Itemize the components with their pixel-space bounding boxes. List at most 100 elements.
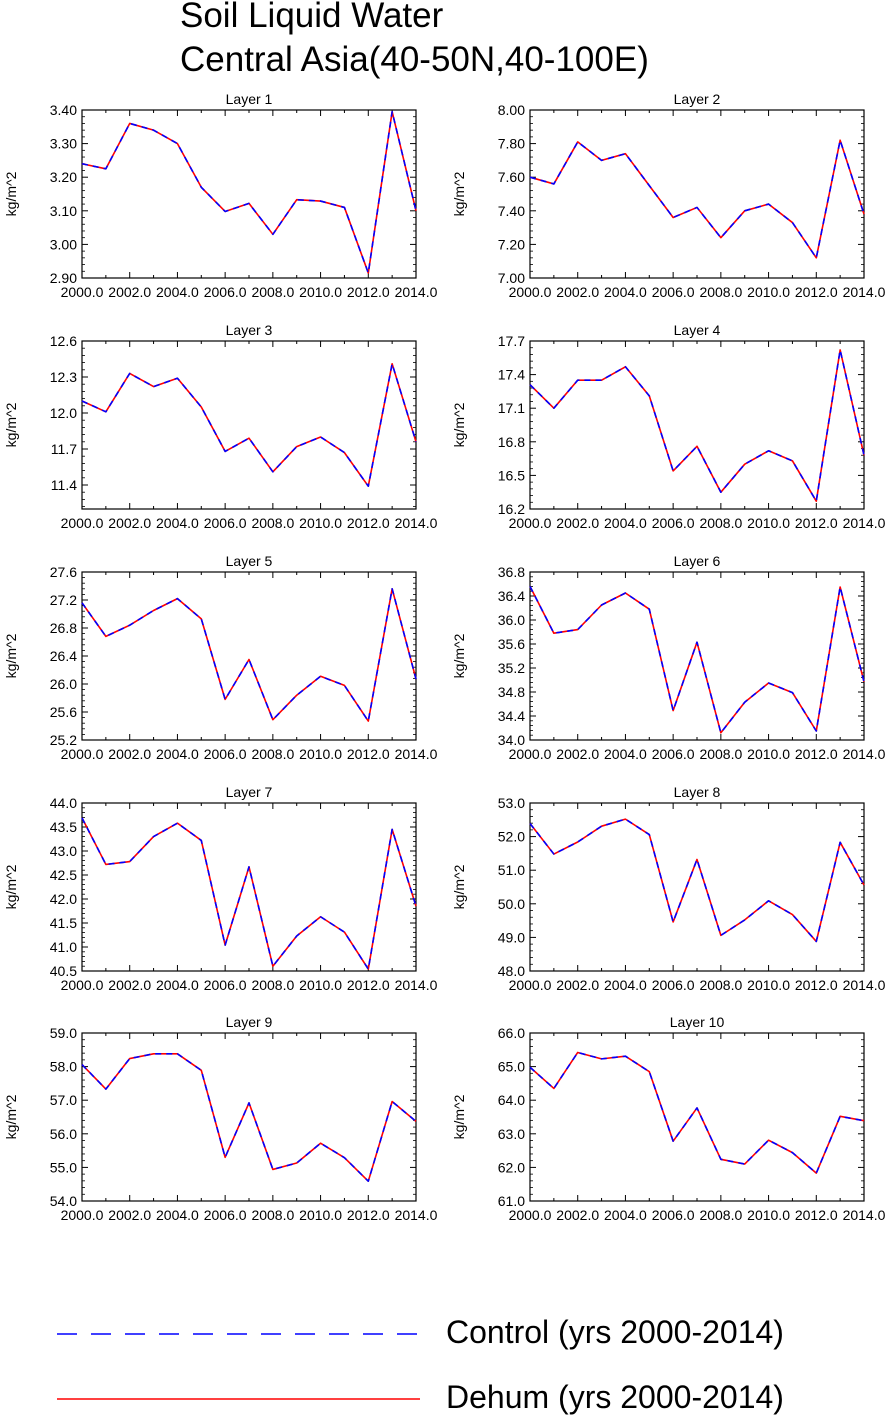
layer1-xtick-label: 2012.0 xyxy=(347,284,390,300)
layer4-ytick-label: 16.5 xyxy=(498,467,525,483)
layer8-ytick-label: 48.0 xyxy=(498,963,525,979)
layer9-dehum-line xyxy=(81,1053,417,1182)
layer5-xtick-label: 2008.0 xyxy=(251,746,294,762)
layer3-control-line xyxy=(81,362,417,488)
layer2-xtick-label: 2010.0 xyxy=(747,284,790,300)
layer1-xtick-label: 2008.0 xyxy=(251,284,294,300)
layer10-xtick-label: 2014.0 xyxy=(843,1207,886,1223)
layer3-xtick-label: 2002.0 xyxy=(108,515,151,531)
layer8-xtick-label: 2004.0 xyxy=(604,977,647,993)
layer1-ytick-label: 3.40 xyxy=(50,102,77,118)
layer6-xtick-label: 2008.0 xyxy=(699,746,742,762)
layer3-xtick-label: 2004.0 xyxy=(156,515,199,531)
layer1-panel: Layer 1 kg/m^2 2.90 3.00 3.10 3.20 3.30 3.40 200… xyxy=(3,91,438,300)
layer1-title: Layer 1 xyxy=(226,91,273,107)
layer6-ytick-label: 35.2 xyxy=(498,660,525,676)
layer4-frame xyxy=(529,340,865,510)
layer7-ytick-label: 41.5 xyxy=(50,915,77,931)
layer8-ylabel: kg/m^2 xyxy=(451,864,467,909)
layer10-xtick-label: 2012.0 xyxy=(795,1207,838,1223)
layer6-ytick-label: 35.6 xyxy=(498,636,525,652)
layer1-ytick-label: 3.30 xyxy=(50,136,77,152)
layer6-xtick-label: 2012.0 xyxy=(795,746,838,762)
layer1-frame xyxy=(81,109,417,279)
layer7-xtick-label: 2002.0 xyxy=(108,977,151,993)
layer2-panel: Layer 2 kg/m^2 7.00 7.20 7.40 7.60 7.80 8.00 200… xyxy=(451,91,886,300)
layer4-xtick-label: 2000.0 xyxy=(509,515,552,531)
layer10-dehum-line xyxy=(529,1051,865,1174)
layer1-ytick-label: 3.10 xyxy=(50,203,77,219)
layer7-xtick-label: 2004.0 xyxy=(156,977,199,993)
layer9-xtick-label: 2008.0 xyxy=(251,1207,294,1223)
layer5-title: Layer 5 xyxy=(226,553,273,569)
layer5-frame xyxy=(81,571,417,741)
layer6-xtick-label: 2010.0 xyxy=(747,746,790,762)
layer8-ytick-label: 52.0 xyxy=(498,829,525,845)
layer9-xtick-label: 2010.0 xyxy=(299,1207,342,1223)
layer7-title: Layer 7 xyxy=(226,784,273,800)
layer1-ytick-label: 3.20 xyxy=(50,169,77,185)
layer2-xtick-label: 2006.0 xyxy=(652,284,695,300)
layer2-ytick-label: 7.60 xyxy=(498,169,525,185)
layer8-control-line xyxy=(529,818,865,943)
layer4-xtick-label: 2002.0 xyxy=(556,515,599,531)
layer2-xtick-label: 2012.0 xyxy=(795,284,838,300)
layer8-title: Layer 8 xyxy=(674,784,721,800)
layer7-ytick-label: 40.5 xyxy=(50,963,77,979)
layer5-xtick-label: 2002.0 xyxy=(108,746,151,762)
layer10-control-line xyxy=(529,1051,865,1174)
layer10-xtick-label: 2008.0 xyxy=(699,1207,742,1223)
layer2-xtick-label: 2004.0 xyxy=(604,284,647,300)
layer6-ytick-label: 34.0 xyxy=(498,732,525,748)
layer10-ytick-label: 64.0 xyxy=(498,1092,525,1108)
layer4-xtick-label: 2014.0 xyxy=(843,515,886,531)
layer3-ytick-label: 11.4 xyxy=(51,477,77,493)
layer3-ytick-label: 11.7 xyxy=(51,441,77,457)
layer9-xtick-label: 2004.0 xyxy=(156,1207,199,1223)
layer9-title: Layer 9 xyxy=(226,1014,273,1030)
layer4-ytick-label: 17.7 xyxy=(498,333,525,349)
layer8-frame xyxy=(529,802,865,972)
layer7-control-line xyxy=(81,817,417,970)
layer5-ytick-label: 26.0 xyxy=(50,676,77,692)
layer2-frame xyxy=(529,109,865,279)
layer5-xtick-label: 2006.0 xyxy=(204,746,247,762)
layer1-dehum-line xyxy=(81,110,417,274)
chart-panels: Layer 1 kg/m^2 2.90 3.00 3.10 3.20 3.30 3.40 200… xyxy=(3,91,886,1223)
layer3-xtick-label: 2000.0 xyxy=(61,515,104,531)
layer2-xtick-label: 2014.0 xyxy=(843,284,886,300)
layer8-xtick-label: 2010.0 xyxy=(747,977,790,993)
layer7-xtick-label: 2014.0 xyxy=(395,977,438,993)
layer10-ytick-label: 61.0 xyxy=(498,1193,525,1209)
layer2-control-line xyxy=(529,139,865,259)
layer5-dehum-line xyxy=(81,587,417,722)
layer3-xtick-label: 2014.0 xyxy=(395,515,438,531)
layer5-xtick-label: 2004.0 xyxy=(156,746,199,762)
layer4-control-line xyxy=(529,349,865,502)
figure-title-line1: Soil Liquid Water xyxy=(180,0,444,35)
layer10-ylabel: kg/m^2 xyxy=(451,1094,467,1139)
layer7-panel: Layer 7 kg/m^2 40.5 41.0 41.5 42.0 42.5 43.0 43.… xyxy=(3,784,438,993)
layer6-xtick-label: 2014.0 xyxy=(843,746,886,762)
layer5-ytick-label: 27.2 xyxy=(50,592,77,608)
layer9-ytick-label: 57.0 xyxy=(50,1092,77,1108)
layer5-ylabel: kg/m^2 xyxy=(3,633,19,678)
legend-control-label: Control (yrs 2000-2014) xyxy=(446,1314,784,1350)
layer4-xtick-label: 2010.0 xyxy=(747,515,790,531)
layer5-ytick-label: 25.2 xyxy=(50,732,77,748)
layer1-control-line xyxy=(81,110,417,274)
layer7-ytick-label: 43.0 xyxy=(50,843,77,859)
layer9-panel: Layer 9 kg/m^2 54.0 55.0 56.0 57.0 58.0 59.0 200… xyxy=(3,1014,438,1223)
layer6-ytick-label: 36.4 xyxy=(498,588,525,604)
layer2-title: Layer 2 xyxy=(674,91,721,107)
layer7-frame xyxy=(81,802,417,972)
layer7-ytick-label: 44.0 xyxy=(50,795,77,811)
layer3-xtick-label: 2012.0 xyxy=(347,515,390,531)
layer1-xtick-label: 2002.0 xyxy=(108,284,151,300)
layer8-ytick-label: 50.0 xyxy=(498,896,525,912)
layer10-ytick-label: 63.0 xyxy=(498,1126,525,1142)
layer5-xtick-label: 2010.0 xyxy=(299,746,342,762)
layer10-xtick-label: 2000.0 xyxy=(509,1207,552,1223)
layer8-xtick-label: 2014.0 xyxy=(843,977,886,993)
layer3-ytick-label: 12.6 xyxy=(50,333,77,349)
